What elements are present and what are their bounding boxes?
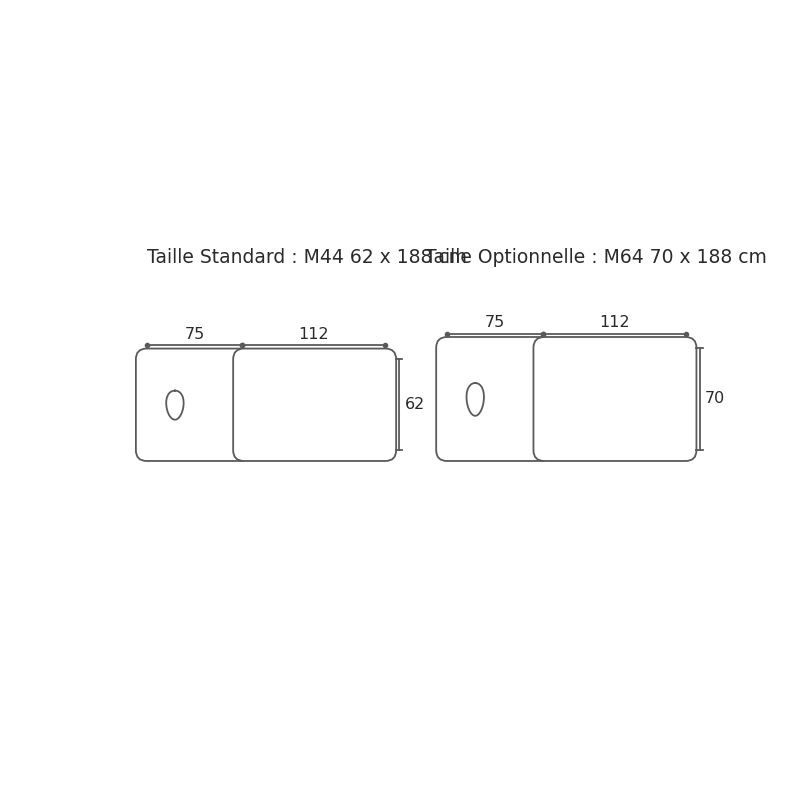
FancyBboxPatch shape [436, 337, 552, 461]
FancyBboxPatch shape [233, 349, 396, 461]
Text: 70: 70 [705, 391, 725, 406]
Text: 112: 112 [599, 315, 630, 330]
Text: Taille Standard : M44 62 x 188 cm: Taille Standard : M44 62 x 188 cm [146, 248, 466, 267]
Text: 62: 62 [405, 398, 425, 412]
Text: 75: 75 [185, 326, 205, 342]
FancyBboxPatch shape [136, 349, 252, 461]
Text: 75: 75 [485, 315, 505, 330]
Text: 112: 112 [298, 326, 329, 342]
Text: Taille Optionnelle : M64 70 x 188 cm: Taille Optionnelle : M64 70 x 188 cm [426, 248, 767, 267]
FancyBboxPatch shape [534, 337, 697, 461]
